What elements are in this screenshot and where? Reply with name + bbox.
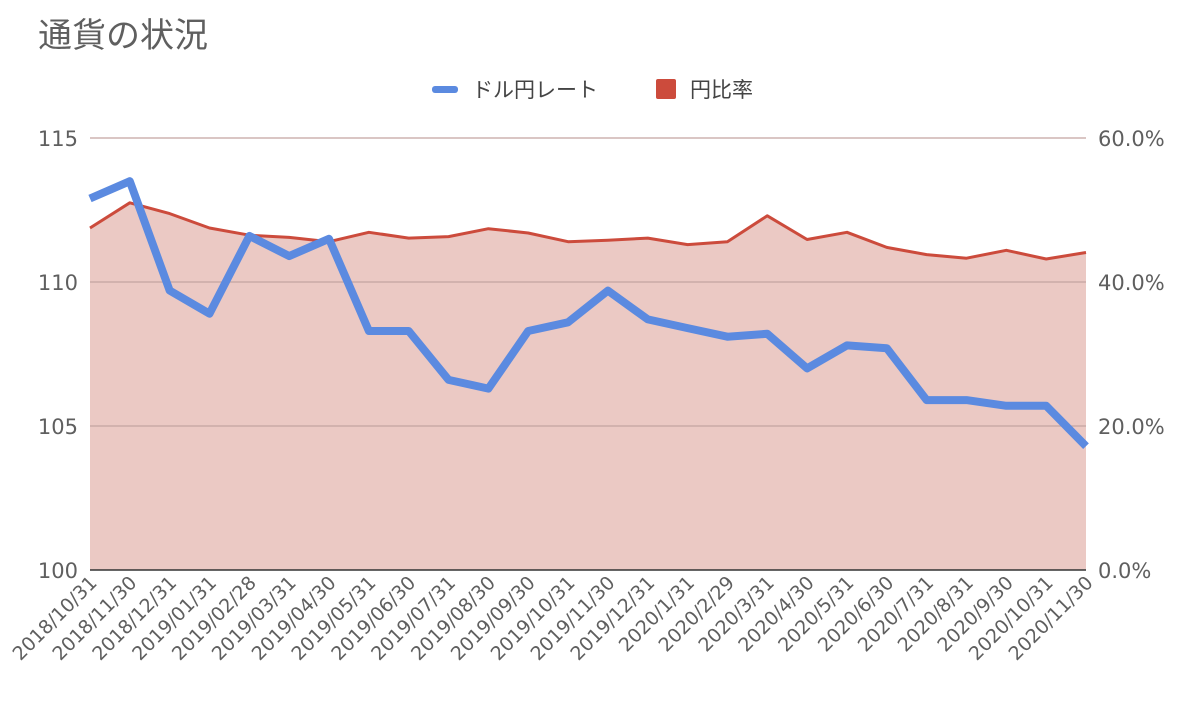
legend-item-yen-ratio: 円比率 bbox=[656, 72, 753, 106]
y-left-tick-label: 105 bbox=[38, 415, 78, 439]
yen-ratio-area bbox=[90, 202, 1086, 571]
y-left-tick-label: 110 bbox=[38, 271, 78, 295]
legend-item-usdjpy: ドル円レート bbox=[432, 72, 598, 106]
y-right-tick-label: 0.0% bbox=[1098, 559, 1151, 583]
legend-label-usdjpy: ドル円レート bbox=[472, 78, 598, 102]
legend: ドル円レート 円比率 bbox=[0, 72, 1190, 106]
y-right-tick-label: 20.0% bbox=[1098, 415, 1165, 439]
usdjpy-line bbox=[88, 177, 1089, 450]
chart-title: 通貨の状況 bbox=[38, 16, 208, 56]
legend-box-swatch bbox=[656, 79, 676, 99]
y-left-tick-label: 100 bbox=[38, 559, 78, 583]
legend-line-swatch bbox=[432, 85, 458, 93]
y-right-tick-label: 40.0% bbox=[1098, 271, 1165, 295]
y-left-tick-label: 115 bbox=[38, 127, 78, 151]
legend-label-yen-ratio: 円比率 bbox=[690, 78, 753, 102]
y-right-tick-label: 60.0% bbox=[1098, 127, 1165, 151]
